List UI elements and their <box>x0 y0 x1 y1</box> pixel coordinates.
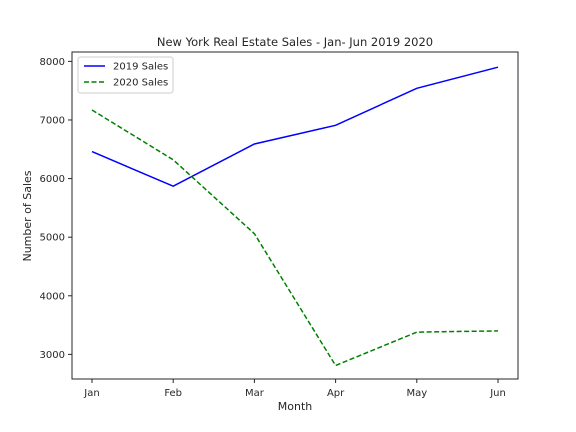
x-tick-label: May <box>406 388 427 399</box>
x-axis-label: Month <box>278 400 313 413</box>
plot-frame <box>71 51 519 380</box>
y-axis: 3000 4000 5000 6000 7000 8000 <box>40 57 72 361</box>
y-tick-label: 7000 <box>40 115 65 126</box>
plot-area <box>71 51 519 380</box>
y-tick-label: 6000 <box>40 174 65 185</box>
y-tick-label: 5000 <box>40 233 65 244</box>
series-layer <box>91 66 499 367</box>
x-tick-label: Feb <box>164 388 182 399</box>
legend-label: 2019 Sales <box>113 62 168 73</box>
legend-label: 2020 Sales <box>113 78 168 89</box>
x-tick-label: Jan <box>83 388 99 399</box>
y-axis-label: Number of Sales <box>21 170 34 261</box>
y-tick-label: 4000 <box>40 291 65 302</box>
y-tick-label: 3000 <box>40 350 65 361</box>
x-tick-label: Apr <box>327 388 345 399</box>
x-tick-label: Mar <box>245 388 265 399</box>
series-line-2 <box>91 109 499 367</box>
series-line-1 <box>91 66 499 188</box>
x-axis: Jan Feb Mar Apr May Jun <box>83 379 506 399</box>
legend: 2019 Sales 2020 Sales <box>77 56 174 94</box>
x-tick-label: Jun <box>489 388 506 399</box>
y-tick-label: 8000 <box>40 57 65 68</box>
chart-title: New York Real Estate Sales - Jan- Jun 20… <box>157 35 433 49</box>
